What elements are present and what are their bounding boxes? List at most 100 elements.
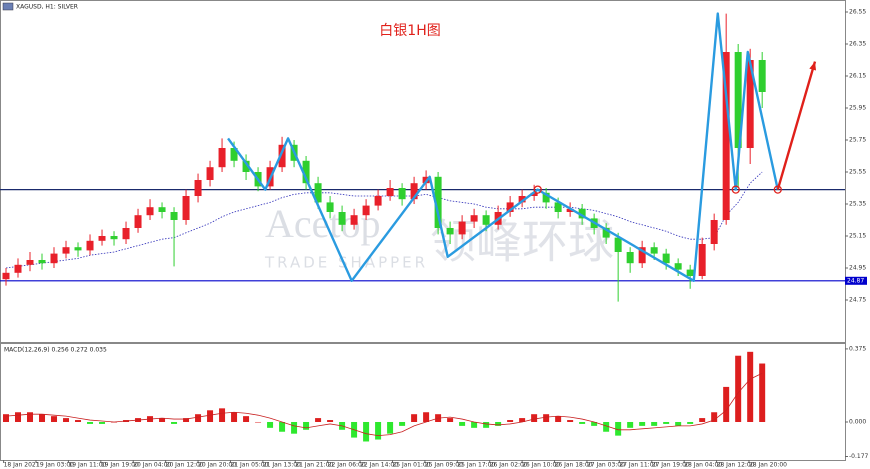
y-tick-label: 26.55 [849, 9, 866, 16]
y-tick-label: 25.75 [849, 137, 866, 144]
candle-body [662, 253, 670, 264]
candle-body [74, 247, 82, 251]
macd-bar [375, 421, 382, 440]
macd-bar [555, 416, 562, 422]
candle-body [614, 237, 622, 252]
macd-bar [267, 421, 274, 428]
macd-bar [459, 421, 466, 426]
macd-bar [27, 412, 34, 422]
candle-body [86, 240, 94, 251]
macd-bar [279, 421, 286, 432]
candle-body [722, 52, 730, 220]
y-tick-label: 26.15 [849, 73, 866, 80]
candle-body [326, 202, 334, 212]
macd-bar [3, 414, 10, 422]
candle-body [338, 212, 346, 225]
macd-bar [675, 421, 682, 426]
candle-body [170, 212, 178, 220]
x-tick-label: 20 Jan 12:00 [166, 462, 204, 469]
forecast-arrow [776, 61, 817, 190]
zigzag-line [227, 12, 779, 282]
macd-bar [759, 363, 766, 422]
y-tick-label: 26.35 [849, 41, 866, 48]
macd-bar [519, 418, 526, 422]
candle-body [374, 196, 382, 206]
candle-body [242, 160, 250, 172]
x-tick-label: 25 Jan 01:00 [392, 462, 430, 469]
candle-body [626, 252, 634, 264]
candle-body [410, 183, 418, 200]
arrow-head [809, 61, 817, 71]
macd-bar [723, 386, 730, 422]
macd-bar [195, 414, 202, 422]
macd-bar [75, 420, 82, 422]
macd-bar [39, 414, 46, 422]
y-tick-label: 25.15 [849, 233, 866, 240]
x-tick-label: 20 Jan 04:00 [133, 462, 171, 469]
macd-bar [567, 420, 574, 422]
macd-bar [543, 414, 550, 422]
macd-bar [159, 418, 166, 422]
candle-body [182, 196, 190, 220]
macd-bar [387, 421, 394, 434]
macd-bar [363, 421, 370, 442]
pivot-marker [773, 185, 782, 194]
pivot-marker [731, 185, 740, 194]
macd-bar [219, 408, 226, 422]
candle-body [278, 144, 286, 168]
candle-body [206, 167, 214, 180]
macd-bar [87, 421, 94, 424]
x-tick-label: 27 Jan 03:00 [587, 462, 625, 469]
candle-body [386, 188, 394, 196]
candle-body [734, 52, 742, 148]
candle-body [446, 228, 454, 235]
y-tick-label: 0.375 [849, 345, 866, 352]
macd-bar [51, 416, 58, 422]
macd-bar [687, 421, 694, 424]
x-tick-label: 19 Jan 11:00 [68, 462, 106, 469]
x-tick-label: 21 Jan 05:00 [230, 462, 268, 469]
candle-body [518, 196, 526, 203]
macd-bar [327, 420, 334, 422]
macd-bar [615, 421, 622, 436]
annotation: 白银1H图 [379, 23, 440, 39]
candle-body [602, 228, 610, 238]
macd-bar [651, 421, 658, 426]
macd-bar [411, 414, 418, 422]
x-tick-label: 26 Jan 02:00 [490, 462, 528, 469]
candle-body [650, 247, 658, 254]
macd-bar [603, 421, 610, 432]
candle-body [146, 207, 154, 216]
macd-bar [663, 421, 670, 424]
y-tick-label: 24.75 [849, 297, 866, 304]
x-tick-label: 28 Jan 12:00 [717, 462, 755, 469]
candle-body [746, 60, 754, 148]
x-tick-label: 19 Jan 03:00 [36, 462, 74, 469]
x-tick-label: 28 Jan 04:00 [684, 462, 722, 469]
candle-body [62, 247, 70, 254]
y-tick-label: 25.55 [849, 169, 866, 176]
candle-body [554, 202, 562, 212]
macd-bar [243, 416, 250, 422]
macd-bar [255, 421, 262, 423]
candle-body [26, 260, 34, 265]
macd-bar [639, 421, 646, 426]
candle-body [158, 207, 166, 212]
y-tick-label: 25.35 [849, 201, 866, 208]
watermark: Acetop [265, 201, 381, 246]
candle-body [542, 192, 550, 203]
x-tick-label: 27 Jan 19:00 [652, 462, 690, 469]
x-tick-label: 21 Jan 21:00 [295, 462, 333, 469]
symbol-icon [2, 2, 14, 11]
macd-bar [291, 421, 298, 434]
candle-body [566, 208, 574, 212]
candle-body [686, 269, 694, 276]
macd-bar [315, 418, 322, 422]
macd-bar [423, 412, 430, 422]
candle-body [2, 272, 10, 280]
candle-body [302, 160, 310, 184]
candle-body [578, 208, 586, 219]
macd-bar [735, 355, 742, 422]
candle-body [50, 253, 58, 264]
